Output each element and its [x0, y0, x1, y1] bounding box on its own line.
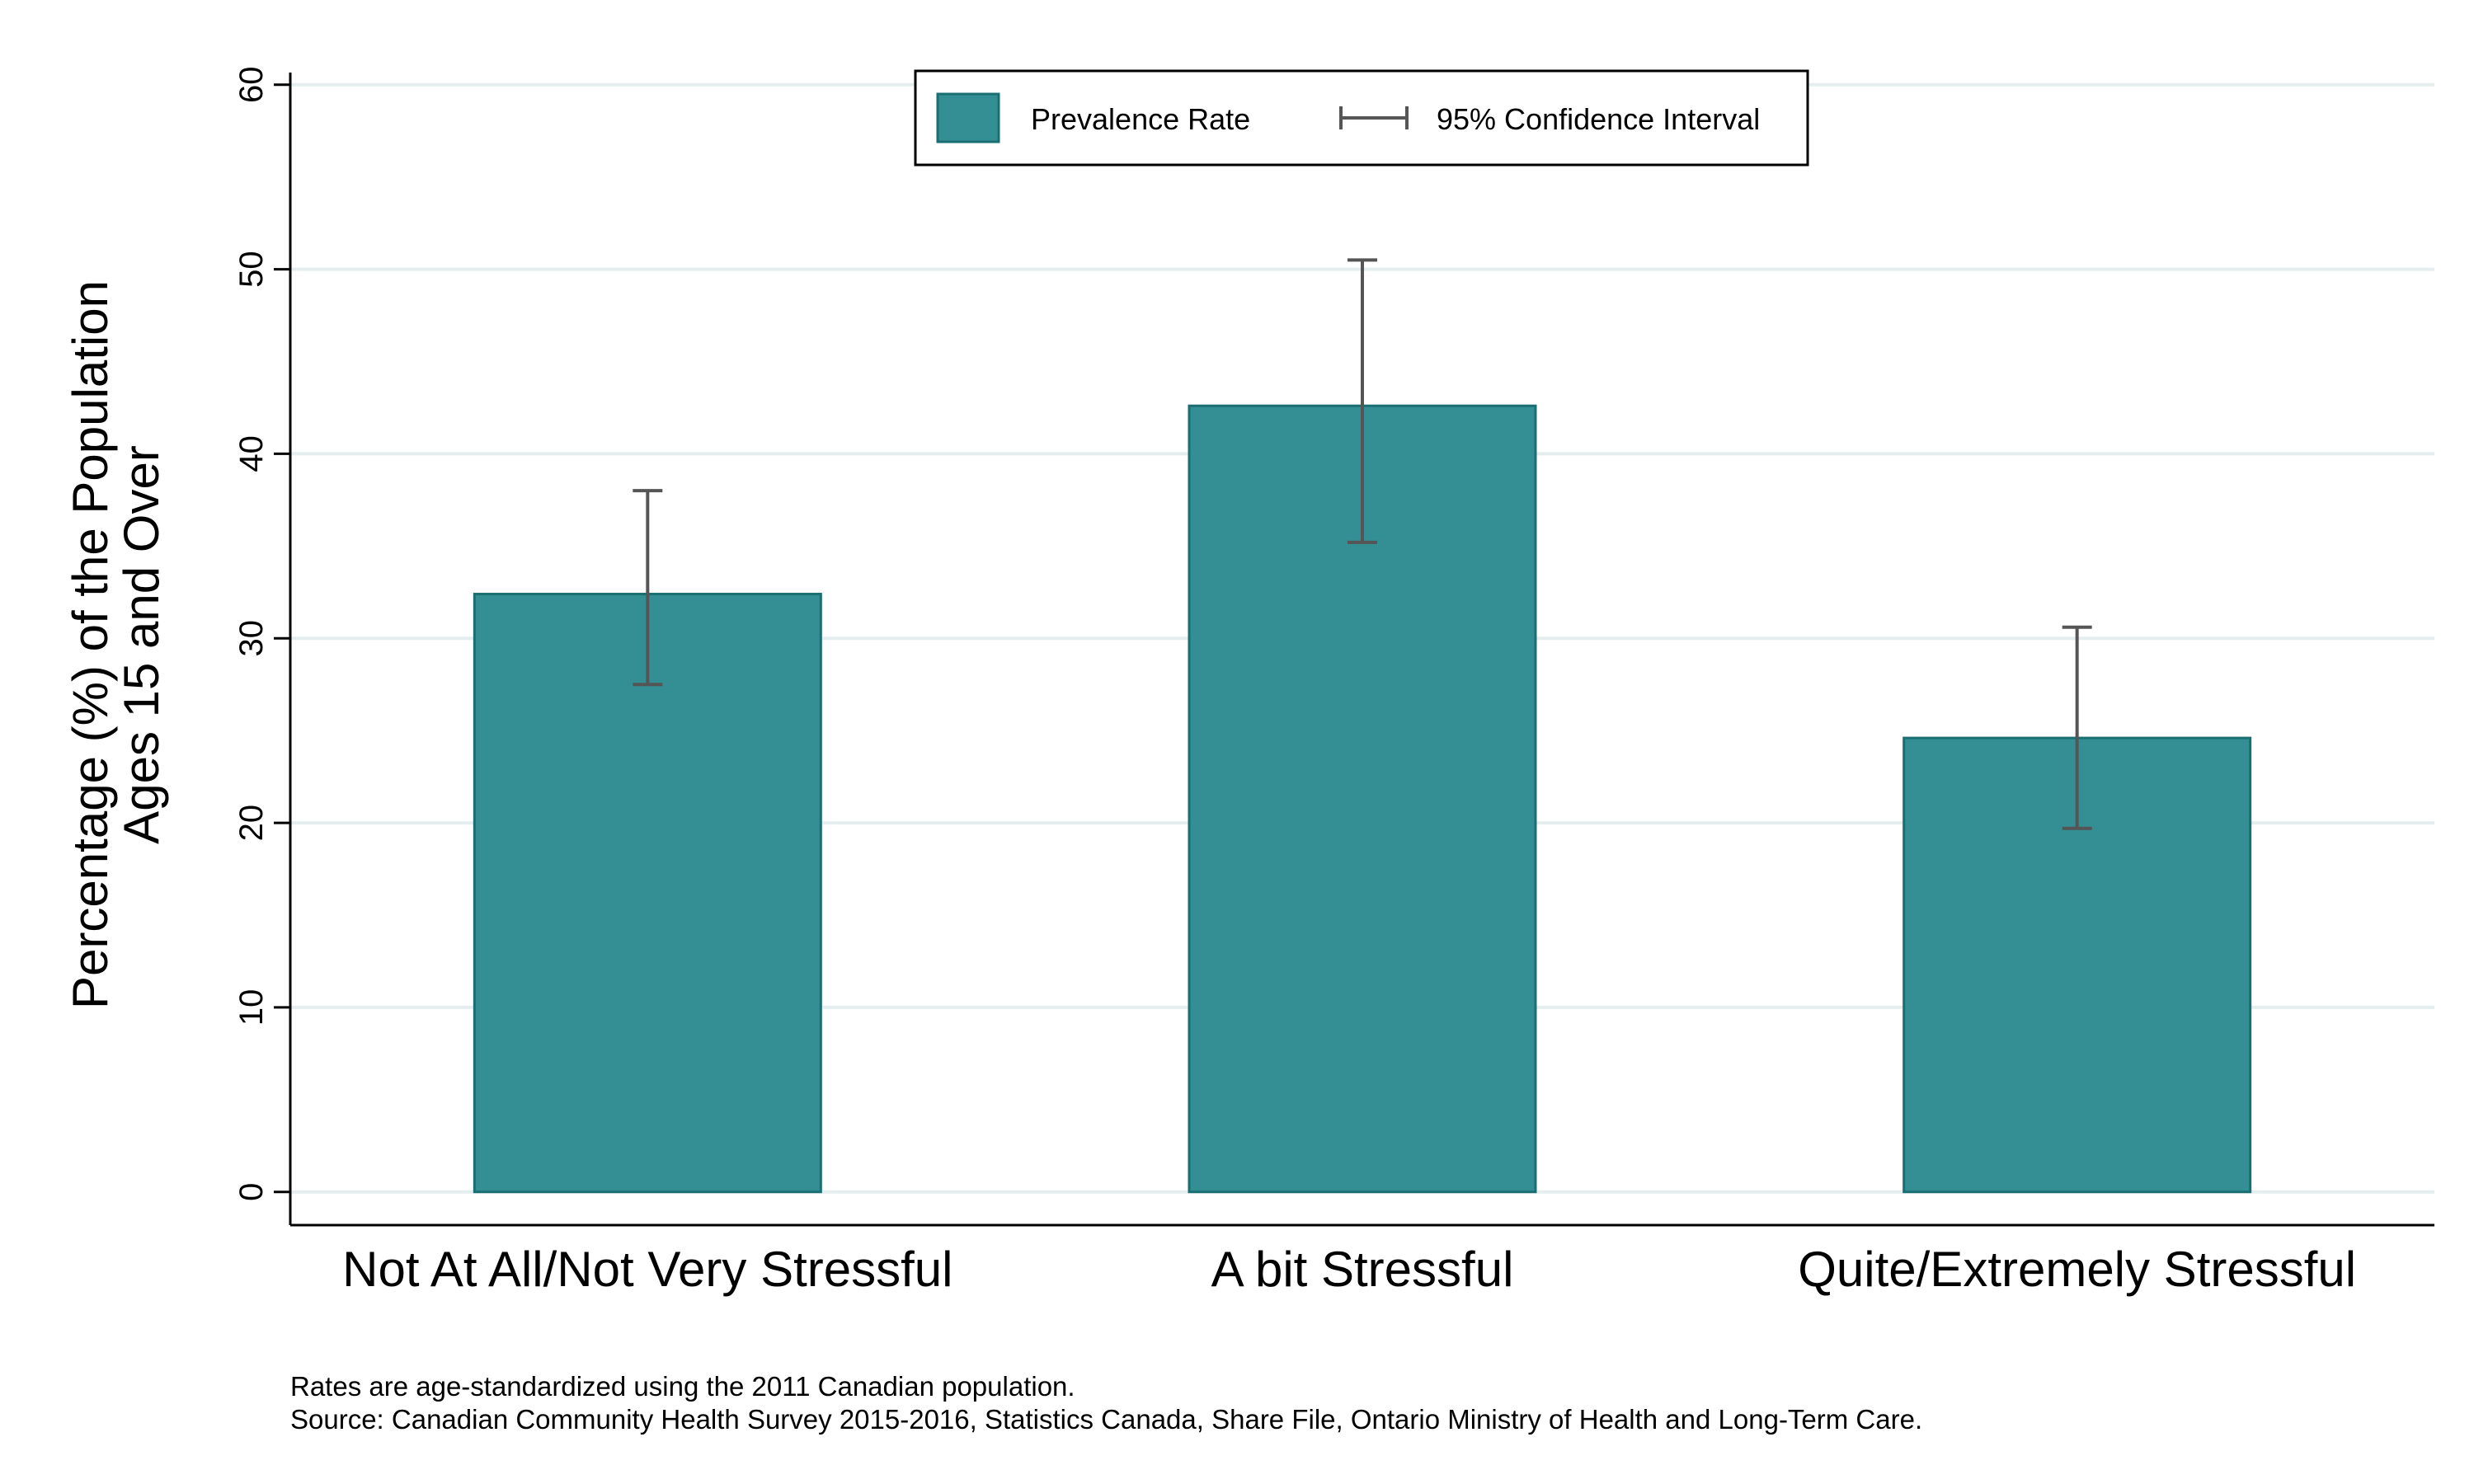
legend-label-ci: 95% Confidence Interval	[1437, 102, 1760, 136]
legend-label-prevalence: Prevalence Rate	[1031, 102, 1250, 136]
note-source: Source: Canadian Community Health Survey…	[290, 1404, 1923, 1435]
legend-swatch-prevalence	[936, 92, 1000, 143]
axes: 0 10 20 30 40 50 60 Not At All/Not Very Stressf…	[233, 67, 2434, 1297]
y-axis-title-line-1: Percentage (%) of the Population	[63, 280, 118, 1009]
bar-1	[473, 593, 822, 1194]
legend: Prevalence Rate 95% Confidence Interval	[914, 69, 1809, 167]
chart-notes: Rates are age-standardized using the 201…	[290, 1370, 1922, 1436]
x-category-label-1: Not At All/Not Very Stressful	[342, 1242, 952, 1297]
y-tick-label-30: 30	[233, 620, 270, 657]
y-tick-label-60: 60	[233, 67, 270, 104]
y-tick-label-50: 50	[233, 251, 270, 288]
y-tick-label-0: 0	[233, 1183, 270, 1201]
note-age-standardized: Rates are age-standardized using the 201…	[290, 1371, 1075, 1402]
y-tick-label-40: 40	[233, 435, 270, 472]
y-tick-label-10: 10	[233, 989, 270, 1026]
x-category-label-3: Quite/Extremely Stressful	[1798, 1242, 2356, 1297]
y-tick-label-20: 20	[233, 805, 270, 842]
x-category-label-2: A bit Stressful	[1211, 1242, 1514, 1297]
error-bars	[633, 258, 2092, 830]
y-axis-title-line-2: Ages 15 and Over	[114, 445, 169, 844]
